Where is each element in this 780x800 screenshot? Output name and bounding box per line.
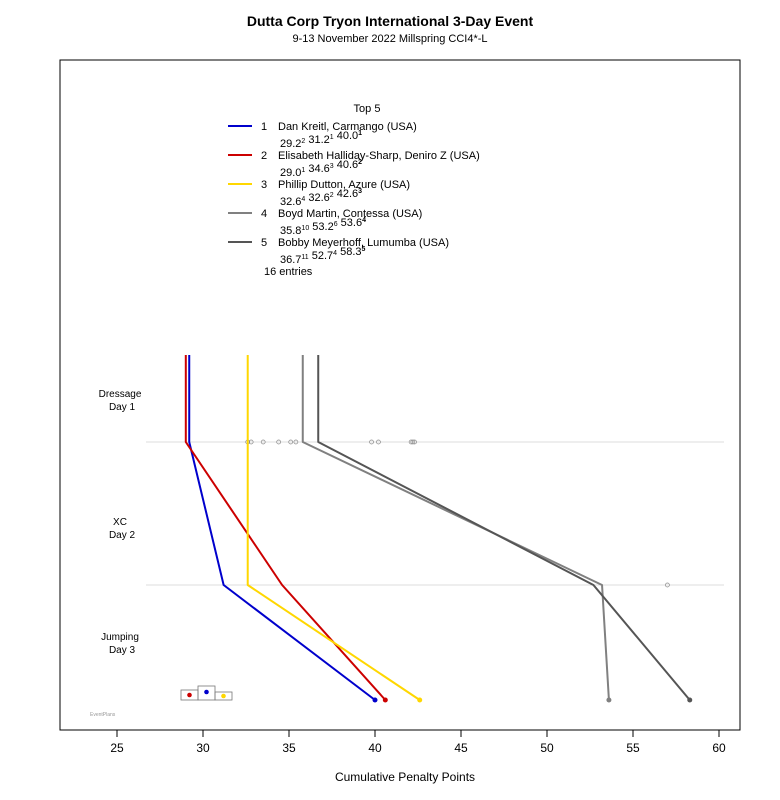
series-line: [301, 355, 610, 701]
legend-entry: Elisabeth Halliday-Sharp, Deniro Z (USA): [278, 150, 480, 162]
other-entry-point: [412, 439, 417, 445]
phase-label: Jumping: [101, 632, 139, 643]
phase-label: XC: [113, 517, 127, 528]
phase-label: Day 3: [109, 645, 136, 656]
podium-dot-2: [187, 692, 192, 698]
x-tick-label: 40: [368, 741, 382, 755]
other-entry-point: [248, 439, 254, 445]
final-score-point: [687, 697, 693, 703]
legend-scores: 29.22 31.21 40.01: [280, 130, 362, 150]
legend-entry: Boyd Martin, Contessa (USA): [278, 208, 422, 220]
legend-rank: 4: [261, 208, 267, 220]
legend-scores: 29.01 34.63 40.62: [280, 159, 362, 179]
legend-rank: 5: [261, 237, 267, 249]
x-axis: 25 30 35 40 45 50 55 60: [110, 730, 726, 755]
chart-subtitle: 9-13 November 2022 Millspring CCI4*-L: [292, 33, 487, 45]
legend-rank: 1: [261, 121, 267, 133]
legend: Top 5 1 Dan Kreitl, Carmango (USA)29.22 31…: [228, 103, 480, 278]
final-score-point: [382, 697, 388, 703]
legend-footer: 16 entries: [264, 266, 313, 278]
legend-entry: Bobby Meyerhoff, Lumumba (USA): [278, 237, 449, 249]
x-tick-label: 50: [540, 741, 554, 755]
podium-box-3: [214, 691, 233, 701]
other-entry-point: [665, 582, 670, 588]
other-entry-point: [369, 439, 374, 445]
legend-title: Top 5: [354, 103, 381, 115]
legend-scores: 36.711 52.74 58.35: [280, 246, 366, 266]
legend-scores: 32.64 32.62 42.63: [280, 188, 362, 208]
legend-entry: Phillip Dutton, Azure (USA): [278, 179, 410, 191]
phase-label: Day 2: [109, 530, 136, 541]
other-entry-point: [288, 439, 294, 445]
plot-frame: [59, 59, 741, 731]
phase-labels: Dressage Day 1 XC Day 2 Jumping Day 3: [99, 389, 142, 656]
x-tick-label: 45: [454, 741, 468, 755]
series-line: [188, 355, 376, 701]
phase-label: Dressage: [99, 389, 142, 400]
legend-scores: 35.810 53.26 53.64: [280, 217, 366, 237]
final-score-point: [372, 697, 378, 703]
series-line: [184, 355, 387, 701]
legend-rank: 2: [261, 150, 267, 162]
other-entry-point: [376, 439, 381, 445]
other-entry-point: [276, 439, 282, 445]
watermark: EventPlans: [90, 712, 116, 718]
legend-entry: Dan Kreitl, Carmango (USA): [278, 121, 417, 133]
final-score-point: [417, 697, 423, 703]
series-line: [317, 355, 691, 701]
x-tick-label: 25: [110, 741, 124, 755]
series-line: [246, 355, 421, 701]
x-tick-label: 30: [196, 741, 210, 755]
x-tick-label: 55: [626, 741, 640, 755]
phase-label: Day 1: [109, 402, 136, 413]
phase-separators: [146, 441, 724, 586]
other-entry-point: [408, 439, 414, 445]
other-entry-point: [293, 439, 299, 445]
podium: [180, 685, 233, 701]
x-tick-label: 60: [712, 741, 726, 755]
final-score-point: [606, 697, 612, 703]
series-lines: [184, 355, 693, 703]
x-tick-label: 35: [282, 741, 296, 755]
chart-title: Dutta Corp Tryon International 3-Day Eve…: [247, 13, 534, 29]
legend-rank: 3: [261, 179, 267, 191]
other-entry-point: [260, 439, 266, 445]
other-entry-point: [410, 439, 416, 445]
podium-dot-1: [204, 689, 209, 695]
podium-dot-3: [221, 693, 226, 699]
x-axis-label: Cumulative Penalty Points: [335, 770, 475, 784]
